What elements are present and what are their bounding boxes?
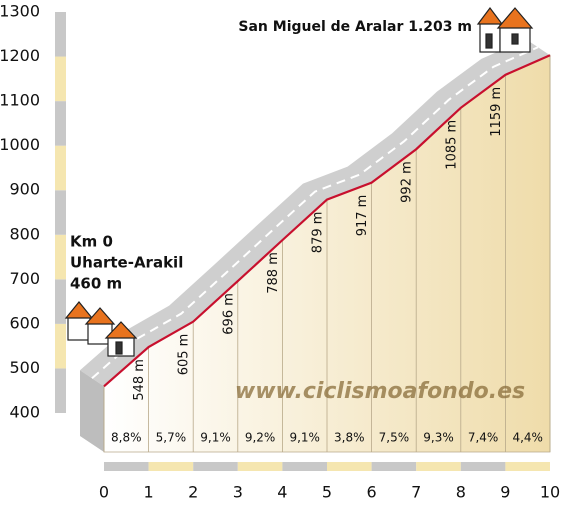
altitude-label: 548 m	[132, 359, 147, 401]
y-tick-label: 500	[9, 358, 40, 377]
x-axis-segment	[237, 462, 283, 471]
x-axis-segment	[460, 462, 506, 471]
altitude-label: 788 m	[266, 252, 281, 294]
y-tick-label: 400	[9, 403, 40, 422]
y-tick-label: 700	[9, 269, 40, 288]
x-tick-label: 2	[188, 483, 198, 502]
road-band	[80, 39, 550, 387]
y-tick-label: 900	[9, 180, 40, 199]
grade-label: 5,7%	[156, 431, 187, 445]
grade-label: 8,8%	[111, 431, 142, 445]
x-tick-label: 3	[233, 483, 243, 502]
grade-label: 9,1%	[200, 431, 231, 445]
altitude-label: 879 m	[311, 212, 326, 254]
y-tick-label: 800	[9, 224, 40, 243]
y-axis-segment	[55, 101, 66, 146]
y-axis-segment	[55, 145, 66, 191]
altitude-label: 605 m	[177, 334, 192, 376]
x-axis-segment	[193, 462, 238, 471]
y-axis-segment	[55, 279, 66, 324]
y-tick-label: 1200	[0, 46, 40, 65]
start-place: Uharte-Arakil	[70, 254, 183, 272]
profile-line	[103, 54, 551, 388]
watermark: www.ciclismoafondo.es	[235, 379, 525, 404]
grade-label: 9,3%	[423, 431, 454, 445]
grade-label: 4,4%	[512, 431, 543, 445]
x-tick-label: 7	[411, 483, 421, 502]
y-tick-label: 1300	[0, 2, 40, 21]
x-tick-label: 6	[367, 483, 377, 502]
x-tick-label: 1	[144, 483, 154, 502]
y-tick-label: 600	[9, 313, 40, 332]
road-side	[80, 370, 104, 452]
summit-label: San Miguel de Aralar 1.203 m	[238, 19, 472, 35]
grade-label: 3,8%	[334, 431, 365, 445]
start-km: Km 0	[70, 233, 113, 251]
x-tick-label: 5	[322, 483, 332, 502]
grade-label: 7,5%	[379, 431, 410, 445]
x-axis-segment	[371, 462, 417, 471]
y-tick-label: 1000	[0, 135, 40, 154]
y-tick-label: 1100	[0, 91, 40, 110]
y-axis-segment	[55, 234, 66, 280]
x-axis-segment	[416, 462, 461, 471]
x-tick-label: 10	[540, 483, 560, 502]
x-axis-segment	[148, 462, 194, 471]
grade-label: 9,2%	[245, 431, 276, 445]
y-axis-segment	[55, 368, 66, 413]
x-tick-label: 9	[500, 483, 510, 502]
x-axis-segment	[327, 462, 372, 471]
x-tick-label: 4	[277, 483, 287, 502]
grade-label: 9,1%	[289, 431, 320, 445]
altitude-label: 1085 m	[444, 120, 459, 170]
house-icon-summit	[476, 7, 534, 53]
x-tick-label: 0	[99, 483, 109, 502]
altitude-label: 1159 m	[489, 87, 504, 137]
y-axis-segment	[55, 56, 66, 102]
start-altitude: 460 m	[70, 275, 122, 293]
x-tick-label: 8	[456, 483, 466, 502]
altitude-label: 917 m	[355, 195, 370, 237]
x-axis-segment	[282, 462, 327, 471]
altitude-label: 992 m	[400, 161, 415, 203]
grade-label: 7,4%	[468, 431, 499, 445]
altitude-label: 696 m	[221, 293, 236, 335]
y-axis-segment	[55, 12, 66, 57]
y-axis-segment	[55, 190, 66, 235]
x-axis-segment	[104, 462, 149, 471]
y-axis-segment	[55, 323, 66, 369]
road-centerline	[91, 46, 539, 380]
house-icon-start	[64, 301, 138, 357]
x-axis-segment	[505, 462, 550, 471]
